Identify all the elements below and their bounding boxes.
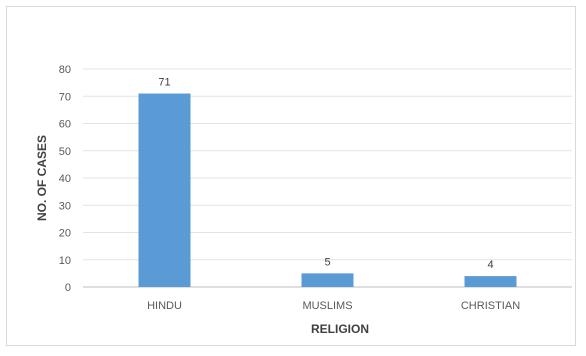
y-tick-label: 40 — [59, 173, 71, 185]
y-tick-label: 0 — [65, 282, 71, 294]
bar-muslims — [301, 273, 354, 287]
x-axis-title: RELIGION — [311, 322, 369, 336]
x-axis-ticks: HINDU MUSLIMS CHRISTIAN — [147, 300, 520, 312]
y-tick-label: 50 — [59, 146, 71, 158]
x-tick-label: HINDU — [147, 300, 182, 312]
y-tick-label: 20 — [59, 228, 71, 240]
data-label: 4 — [487, 259, 493, 271]
y-tick-label: 30 — [59, 200, 71, 212]
y-axis-title: NO. OF CASES — [35, 135, 49, 221]
y-tick-label: 60 — [59, 119, 71, 131]
y-tick-label: 10 — [59, 255, 71, 267]
y-tick-label: 80 — [59, 64, 71, 76]
x-tick-label: MUSLIMS — [302, 300, 352, 312]
data-labels: 71 5 4 — [158, 77, 493, 272]
y-axis-ticks: 0 10 20 30 40 50 60 70 80 — [59, 64, 71, 294]
data-label: 5 — [324, 256, 330, 268]
chart-frame — [6, 6, 576, 346]
bar-hindu — [138, 93, 191, 288]
x-tick-label: CHRISTIAN — [461, 300, 520, 312]
data-label: 71 — [158, 77, 170, 89]
bar-christian — [464, 276, 517, 287]
bars — [138, 93, 517, 288]
y-tick-label: 70 — [59, 91, 71, 103]
